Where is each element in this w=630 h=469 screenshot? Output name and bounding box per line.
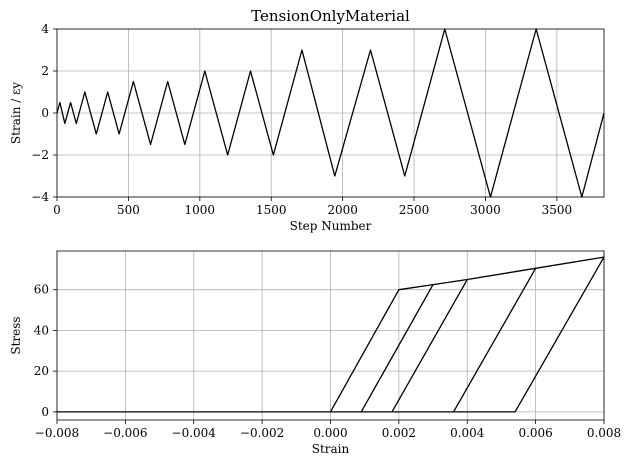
stress-strain-y-tick-label: 60 <box>34 283 49 297</box>
stress-strain-x-tick-label: 0.008 <box>587 426 621 440</box>
strain-history-y-tick-label: 0 <box>41 106 49 120</box>
stress-strain-x-tick-label: −0.008 <box>35 426 79 440</box>
stress-strain-x-axis-label: Strain <box>312 442 350 456</box>
strain-history-title: TensionOnlyMaterial <box>251 7 410 25</box>
strain-history-y-axis-label: Strain / εy <box>9 82 23 144</box>
strain-history-series-line <box>56 28 605 198</box>
strain-history-y-tick-label: 4 <box>41 22 49 36</box>
stress-strain-x-tick-label: −0.004 <box>172 426 217 440</box>
stress-strain-x-tick-label: 0.000 <box>313 426 347 440</box>
strain-history-x-tick-label: 3500 <box>542 203 573 217</box>
stress-strain-series-line <box>360 283 434 413</box>
strain-history-x-tick-label: 2000 <box>327 203 358 217</box>
strain-history-x-tick-label: 0 <box>53 203 61 217</box>
stress-strain-ticks: −0.008 −0.006 −0.004 −0.002 0.000 0.002 0.004 0… <box>34 283 621 440</box>
strain-history-x-axis-label: Step Number <box>290 219 372 233</box>
stress-strain-y-tick-label: 20 <box>34 364 49 378</box>
strain-history-y-tick-label: −2 <box>31 148 49 162</box>
strain-history-x-tick-label: 500 <box>117 203 140 217</box>
strain-history-y-tick-label: 2 <box>41 64 49 78</box>
strain-history-ticks: 0 500 1000 1500 2000 2500 3000 3500 −4 −2 0 2 4 <box>31 22 572 217</box>
strain-history-x-tick-label: 3000 <box>470 203 501 217</box>
stress-strain-series-line <box>453 267 537 413</box>
stress-strain-y-tick-label: 40 <box>34 323 49 337</box>
stress-strain-x-tick-label: −0.002 <box>240 426 284 440</box>
stress-strain-panel: −0.008 −0.006 −0.004 −0.002 0.000 0.002 0.004 0… <box>9 250 621 456</box>
stress-strain-y-axis-label: Stress <box>9 316 23 354</box>
strain-history-x-tick-label: 2500 <box>399 203 430 217</box>
strain-history-grid <box>56 28 604 198</box>
strain-history-x-tick-label: 1500 <box>256 203 287 217</box>
strain-history-y-tick-label: −4 <box>31 190 49 204</box>
stress-strain-x-tick-label: 0.002 <box>382 426 416 440</box>
strain-history-x-tick-label: 1000 <box>185 203 216 217</box>
stress-strain-series-line <box>391 278 468 413</box>
stress-strain-x-tick-label: −0.006 <box>103 426 147 440</box>
stress-strain-x-tick-label: 0.004 <box>450 426 485 440</box>
stress-strain-grid <box>56 251 605 420</box>
stress-strain-x-tick-label: 0.006 <box>518 426 552 440</box>
strain-history-panel: 0 500 1000 1500 2000 2500 3000 3500 −4 −2 0 2 4 Tens… <box>9 7 605 233</box>
stress-strain-y-tick-label: 0 <box>41 405 49 419</box>
stress-strain-series <box>57 256 605 413</box>
strain-history-series <box>56 28 605 198</box>
